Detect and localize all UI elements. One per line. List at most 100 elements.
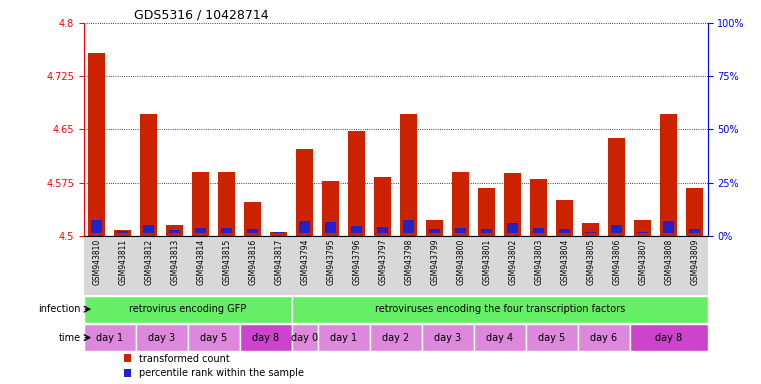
Bar [370,324,422,351]
Bar [608,138,626,236]
Bar [473,324,526,351]
Text: GSM943798: GSM943798 [404,239,413,285]
Text: GSM943803: GSM943803 [534,239,543,285]
Text: GSM943794: GSM943794 [301,239,309,285]
Text: GSM943812: GSM943812 [145,239,153,285]
Bar [296,149,314,236]
Bar [455,228,466,233]
Bar [193,172,209,236]
Text: retroviruses encoding the four transcription factors: retroviruses encoding the four transcrip… [374,304,625,314]
Bar [349,131,365,236]
Bar [634,220,651,236]
Text: GSM943796: GSM943796 [352,239,361,285]
Bar [400,114,417,236]
Bar [426,220,443,236]
Bar [630,324,708,351]
Text: retrovirus encoding GFP: retrovirus encoding GFP [129,304,247,314]
Bar [559,229,570,233]
Bar [585,232,596,233]
Bar [169,230,180,233]
Bar [244,202,261,236]
Bar [166,225,183,236]
Text: day 8: day 8 [252,333,279,343]
Bar [135,324,188,351]
Bar [84,324,135,351]
Bar [240,324,291,351]
Bar [291,296,708,323]
Text: GSM943815: GSM943815 [222,239,231,285]
Bar [377,227,388,233]
Bar [318,324,370,351]
Bar [218,172,235,236]
Text: GSM943808: GSM943808 [664,239,673,285]
Bar [664,221,674,233]
Text: GSM943800: GSM943800 [457,239,465,285]
Text: day 0: day 0 [291,333,318,343]
Bar [114,230,131,236]
Bar [84,296,291,323]
Bar [686,188,703,236]
Bar [188,324,240,351]
Bar [556,200,573,236]
Bar [325,222,336,233]
Text: GSM943809: GSM943809 [690,239,699,285]
Bar [526,324,578,351]
Bar [270,232,287,236]
Bar [508,223,518,233]
Bar [689,229,700,233]
Bar [530,179,547,236]
Text: GSM943804: GSM943804 [560,239,569,285]
Bar [429,229,440,233]
Text: GSM943805: GSM943805 [586,239,595,285]
Text: GSM943807: GSM943807 [638,239,647,285]
Text: GSM943811: GSM943811 [118,239,127,285]
Bar [91,220,102,233]
Bar [505,174,521,236]
Text: day 8: day 8 [655,333,683,343]
Bar [533,228,544,233]
Bar [578,324,630,351]
Bar [661,114,677,236]
Text: time: time [59,333,81,343]
Text: day 2: day 2 [382,333,409,343]
Text: day 4: day 4 [486,333,513,343]
Bar [273,232,284,233]
Text: GSM943801: GSM943801 [482,239,491,285]
Bar [452,172,470,236]
Bar [143,225,154,233]
Text: day 1: day 1 [330,333,357,343]
Bar [403,220,414,233]
Text: day 3: day 3 [148,333,175,343]
Text: GSM943797: GSM943797 [378,239,387,285]
Text: day 1: day 1 [96,333,123,343]
Text: GSM943817: GSM943817 [274,239,283,285]
Bar [196,228,206,233]
Legend: transformed count, percentile rank within the sample: transformed count, percentile rank withi… [119,350,308,382]
Bar [291,324,318,351]
Bar [611,225,622,233]
Bar [322,180,339,236]
Text: GSM943810: GSM943810 [92,239,101,285]
Bar [221,228,232,233]
Bar [117,231,128,233]
Bar [247,229,258,233]
Bar [481,229,492,233]
Text: GSM943814: GSM943814 [196,239,205,285]
Bar [422,324,473,351]
Text: infection: infection [39,304,81,314]
Bar [374,177,391,236]
Text: day 6: day 6 [591,333,617,343]
Text: day 5: day 5 [538,333,565,343]
Bar [582,223,599,236]
Bar [352,226,362,233]
Text: GSM943795: GSM943795 [326,239,335,285]
Text: day 5: day 5 [200,333,228,343]
Text: GSM943813: GSM943813 [170,239,179,285]
Text: day 3: day 3 [435,333,461,343]
Text: GDS5316 / 10428714: GDS5316 / 10428714 [134,9,269,22]
Text: GSM943799: GSM943799 [430,239,439,285]
Bar [299,221,310,233]
Bar [478,188,495,236]
Text: GSM943816: GSM943816 [248,239,257,285]
Bar [637,232,648,233]
